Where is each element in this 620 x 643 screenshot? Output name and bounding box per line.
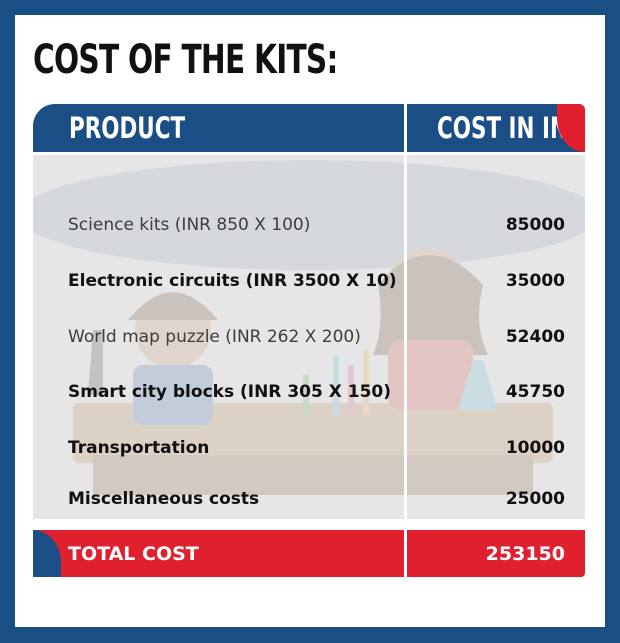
- total-value: 253150: [485, 543, 565, 565]
- total-blue-corner-accent: [33, 530, 61, 577]
- page-title: COST OF THE KITS:: [33, 37, 338, 83]
- total-label: TOTAL COST: [68, 543, 199, 565]
- total-row-label-cell: TOTAL COST: [33, 530, 404, 577]
- row-cost-miscellaneous: 25000: [505, 489, 565, 509]
- row-cost-science-kits: 85000: [505, 215, 565, 235]
- product-column: Science kits (INR 850 X 100) Electronic …: [33, 155, 404, 519]
- header-cost: COST IN INR: [407, 104, 585, 152]
- row-product-electronic-circuits: Electronic circuits (INR 3500 X 10): [68, 271, 397, 291]
- row-product-science-kits: Science kits (INR 850 X 100): [68, 215, 311, 235]
- cost-column: 85000 35000 52400 45750 10000 25000: [407, 155, 585, 519]
- cost-card: COST OF THE KITS: PRODUCT COST IN INR: [15, 15, 605, 627]
- row-cost-smart-city-blocks: 45750: [505, 382, 565, 402]
- row-cost-world-map-puzzle: 52400: [505, 327, 565, 347]
- header-product: PRODUCT: [33, 104, 404, 152]
- row-product-world-map-puzzle: World map puzzle (INR 262 X 200): [68, 327, 361, 347]
- row-cost-transportation: 10000: [505, 438, 565, 458]
- total-row-value-cell: 253150: [407, 530, 585, 577]
- row-product-transportation: Transportation: [68, 438, 210, 458]
- row-product-smart-city-blocks: Smart city blocks (INR 305 X 150): [68, 382, 391, 402]
- science-kids-illustration: [33, 160, 404, 495]
- header-product-label: PRODUCT: [69, 111, 186, 145]
- row-product-miscellaneous: Miscellaneous costs: [68, 489, 260, 509]
- row-cost-electronic-circuits: 35000: [505, 271, 565, 291]
- science-kids-illustration-right: [407, 163, 585, 495]
